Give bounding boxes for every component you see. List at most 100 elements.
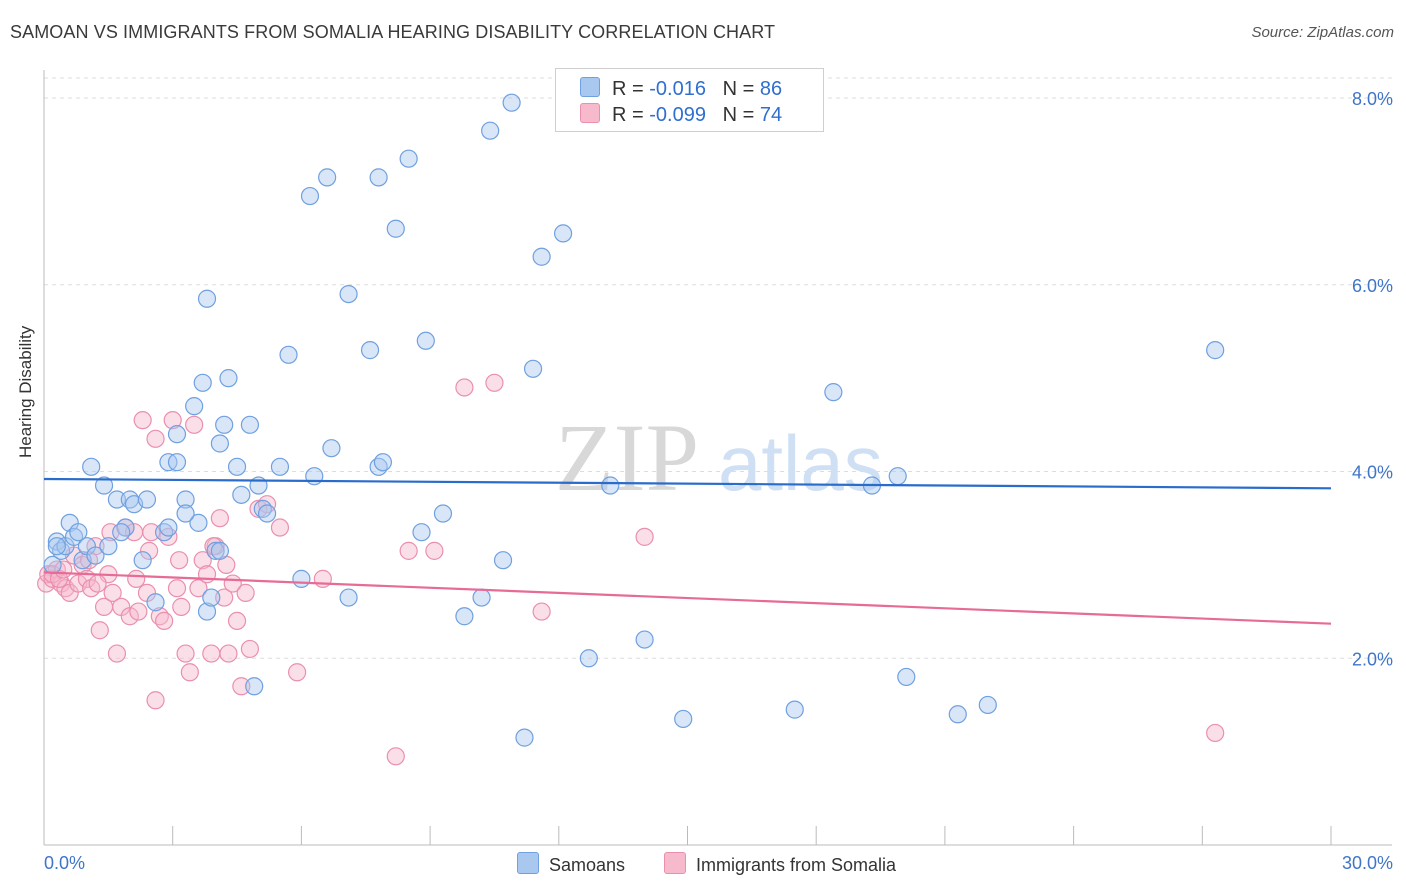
data-point-somalia — [107, 644, 127, 663]
bottom-legend-swatch-samoans — [517, 852, 539, 874]
data-point-somalia — [232, 677, 251, 696]
bottom-legend-label-samoans: Samoans — [549, 855, 626, 875]
data-point-samoans — [257, 504, 277, 523]
data-point-somalia — [163, 411, 182, 430]
data-point-somalia — [288, 663, 307, 682]
legend-swatch-somalia — [580, 103, 600, 123]
data-point-somalia — [146, 691, 165, 710]
data-point-samoans — [601, 476, 620, 495]
data-point-somalia — [88, 574, 107, 593]
legend-r-label: R = — [612, 104, 644, 126]
data-point-samoans — [532, 247, 551, 266]
y-tick-label: 2.0% — [1352, 649, 1393, 669]
data-point-somalia — [170, 551, 189, 570]
data-point-somalia — [455, 378, 474, 397]
data-point-samoans — [455, 607, 474, 626]
data-point-samoans — [167, 453, 187, 472]
data-point-samoans — [481, 121, 500, 140]
data-point-somalia — [120, 607, 139, 626]
data-point-samoans — [888, 467, 907, 486]
data-point-samoans — [210, 434, 229, 453]
grid-lines — [44, 77, 1392, 659]
data-point-samoans — [270, 457, 290, 476]
data-point-samoans — [824, 383, 843, 402]
data-point-somalia — [180, 663, 199, 682]
tick-labels: 2.0% 4.0% 6.0% 8.0% 0.0% 30.0% — [44, 89, 1393, 873]
chart-title: SAMOAN VS IMMIGRANTS FROM SOMALIA HEARIN… — [10, 22, 776, 42]
data-point-samoans — [206, 541, 225, 560]
data-point-samoans — [185, 397, 204, 416]
data-point-samoans — [167, 425, 187, 444]
data-point-somalia — [485, 373, 504, 392]
legend-r-value: -0.016 — [649, 78, 706, 100]
data-point-somalia — [240, 639, 260, 659]
correlation-legend: R = -0.016 N = 86 R = -0.099 N = 74 — [555, 68, 824, 132]
data-point-somalia — [227, 611, 247, 631]
legend-n-label: N = — [722, 104, 755, 126]
data-point-samoans — [978, 695, 997, 715]
bottom-legend-samoans: Samoans — [517, 852, 625, 876]
data-point-samoans — [339, 588, 358, 607]
data-point-somalia — [189, 579, 208, 598]
data-point-somalia — [133, 411, 152, 430]
data-point-somalia — [176, 644, 195, 663]
data-point-somalia — [185, 415, 204, 434]
data-point-samoans — [176, 490, 195, 509]
data-point-samoans — [197, 289, 217, 308]
data-point-samoans — [69, 523, 88, 542]
data-point-samoans — [553, 224, 573, 243]
data-point-samoans — [245, 677, 264, 696]
data-point-samoans — [202, 588, 221, 607]
data-point-somalia — [167, 579, 187, 598]
data-point-samoans — [523, 359, 543, 378]
data-point-samoans — [339, 284, 358, 304]
data-point-samoans — [215, 415, 234, 434]
legend-row-samoans: R = -0.016 N = 86 — [580, 77, 782, 101]
data-point-samoans — [197, 602, 217, 621]
data-point-somalia — [103, 583, 122, 602]
data-point-samoans — [1206, 341, 1225, 360]
watermark: ZIP atlas — [555, 404, 883, 511]
data-point-somalia — [210, 509, 229, 528]
data-point-samoans — [210, 541, 229, 560]
data-point-samoans — [232, 485, 251, 504]
data-point-samoans — [227, 457, 247, 476]
watermark-zip: ZIP — [555, 404, 699, 511]
series-samoans — [43, 93, 1225, 747]
data-point-somalia — [155, 611, 174, 631]
trend-lines — [43, 477, 1332, 625]
data-point-somalia — [270, 518, 290, 537]
trend-line-samoans — [43, 477, 1332, 490]
data-point-samoans — [373, 453, 393, 472]
data-point-somalia — [193, 551, 212, 570]
data-point-samoans — [189, 513, 208, 532]
bottom-legend-swatch-somalia — [664, 852, 686, 874]
data-point-samoans — [219, 369, 238, 388]
data-point-samoans — [300, 186, 320, 206]
data-point-somalia — [635, 527, 654, 546]
data-point-somalia — [219, 644, 238, 663]
data-point-samoans — [279, 345, 298, 364]
series-immigrants-from-somalia — [37, 373, 1225, 766]
data-point-somalia — [1206, 723, 1225, 743]
data-point-samoans — [305, 467, 324, 486]
data-point-somalia — [215, 588, 234, 607]
data-point-samoans — [82, 457, 101, 476]
data-point-somalia — [140, 541, 159, 560]
data-point-samoans — [99, 537, 118, 556]
data-point-samoans — [399, 149, 418, 168]
data-point-samoans — [897, 667, 916, 687]
data-point-samoans — [292, 569, 311, 588]
data-point-somalia — [142, 523, 161, 542]
trend-line-somalia — [43, 571, 1332, 625]
data-point-samoans — [47, 532, 66, 551]
legend-n-value: 86 — [759, 78, 783, 100]
data-point-somalia — [129, 602, 148, 621]
data-point-samoans — [176, 504, 195, 523]
data-point-somalia — [399, 541, 418, 560]
data-point-samoans — [948, 705, 967, 724]
data-point-samoans — [133, 551, 152, 570]
data-point-samoans — [369, 168, 388, 187]
source-label: Source: ZipAtlas.com — [1251, 24, 1394, 41]
